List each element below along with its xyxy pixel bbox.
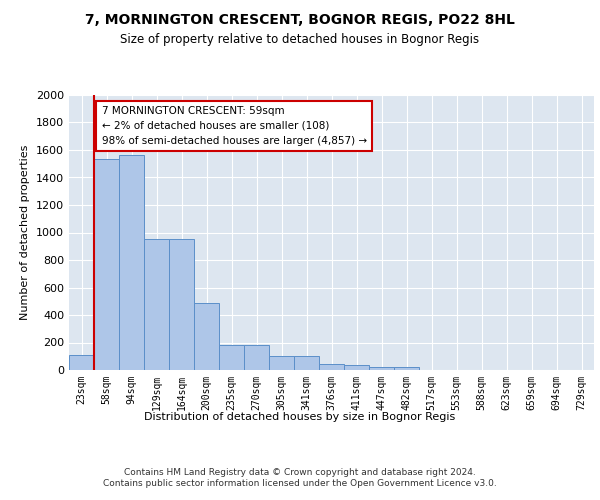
Bar: [94, 159, 119, 370]
Text: Contains HM Land Registry data © Crown copyright and database right 2024.
Contai: Contains HM Land Registry data © Crown c…: [103, 468, 497, 487]
Text: Distribution of detached houses by size in Bognor Regis: Distribution of detached houses by size …: [145, 412, 455, 422]
Bar: [219, 344, 244, 370]
Bar: [144, 240, 169, 370]
Text: 7, MORNINGTON CRESCENT, BOGNOR REGIS, PO22 8HL: 7, MORNINGTON CRESCENT, BOGNOR REGIS, PO…: [85, 12, 515, 26]
Bar: [294, 356, 319, 370]
Bar: [194, 302, 219, 370]
Bar: [369, 366, 394, 370]
Bar: [169, 240, 194, 370]
Bar: [244, 345, 269, 370]
Bar: [69, 355, 94, 370]
Bar: [344, 364, 369, 370]
Text: 7 MORNINGTON CRESCENT: 59sqm
← 2% of detached houses are smaller (108)
98% of se: 7 MORNINGTON CRESCENT: 59sqm ← 2% of det…: [101, 106, 367, 146]
Bar: [319, 364, 344, 370]
Bar: [269, 356, 294, 370]
Bar: [394, 367, 419, 370]
Y-axis label: Number of detached properties: Number of detached properties: [20, 145, 31, 320]
Text: Size of property relative to detached houses in Bognor Regis: Size of property relative to detached ho…: [121, 32, 479, 46]
Bar: [119, 156, 144, 370]
